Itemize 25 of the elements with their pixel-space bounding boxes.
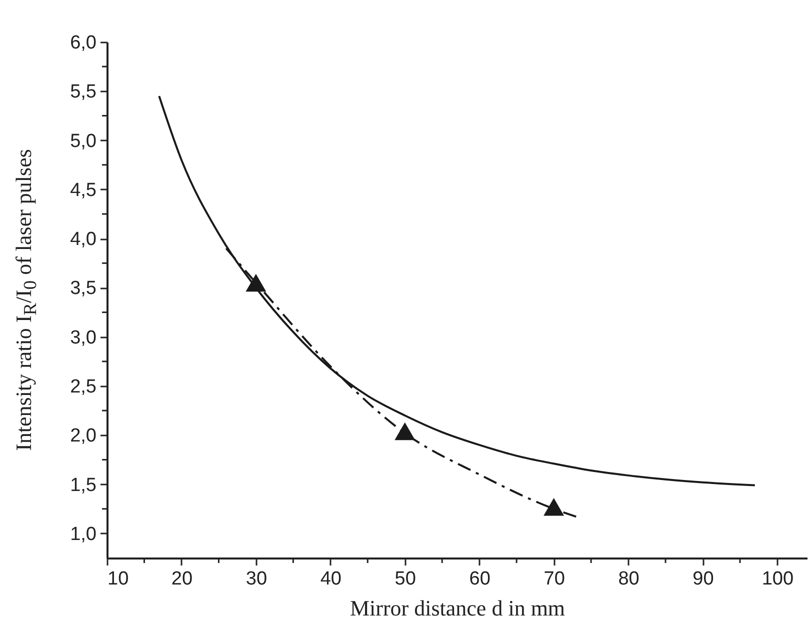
y-tick-label: 3,5 (70, 278, 96, 300)
y-tick-label: 4,0 (70, 229, 96, 250)
y-tick-label: 5,0 (70, 130, 96, 152)
x-tick-label: 30 (246, 568, 268, 590)
x-tick-label: 50 (394, 568, 416, 590)
x-tick-label: 20 (171, 568, 193, 590)
y-tick-label: 1,0 (70, 524, 96, 545)
x-tick-label: 40 (320, 568, 342, 590)
y-tick-label: 6,0 (70, 32, 96, 54)
y-tick-label: 1,5 (70, 474, 96, 496)
x-tick-label: 70 (544, 568, 565, 590)
x-tick-label: 80 (618, 568, 640, 590)
point (394, 422, 416, 440)
point (246, 274, 266, 292)
y-tick-label: 2,0 (70, 426, 96, 447)
y-tick-label: 3,0 (70, 327, 96, 348)
y-tick-label: 4,5 (70, 180, 96, 201)
x-tick-label: 10 (108, 568, 129, 590)
x-tick-label: 60 (469, 568, 490, 590)
point (544, 498, 564, 516)
y-tick-label: 2,5 (70, 376, 96, 398)
x-tick-label: 90 (692, 568, 714, 590)
x-axis-title: Mirror distance d in mm (350, 596, 566, 620)
x-tick-label: 100 (762, 568, 794, 590)
y-tick-label: 5,5 (70, 82, 96, 103)
